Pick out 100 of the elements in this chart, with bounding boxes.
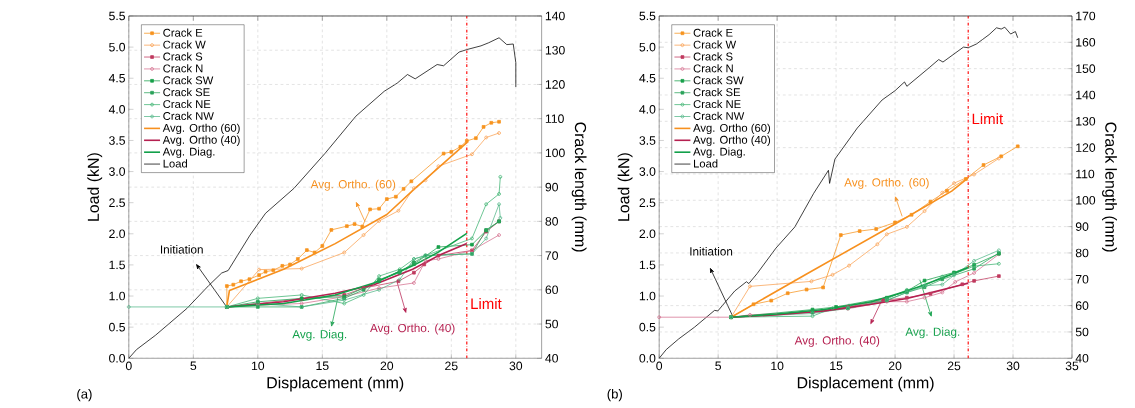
annotation: Avg. Ortho. (40) — [794, 335, 880, 347]
x-tick-label: 20 — [888, 361, 902, 371]
y-tick-label: 3.0 — [109, 167, 126, 176]
y-tick-label: 3.5 — [109, 136, 125, 145]
ref-line-label: Limit — [471, 297, 502, 309]
y-tick-label: 1.0 — [109, 291, 126, 301]
y2-tick-label: 40 — [1075, 353, 1089, 363]
x-tick-label: 30 — [1006, 361, 1020, 371]
x-tick-label: 0 — [125, 361, 132, 371]
x-tick-label: 15 — [830, 361, 843, 371]
y2-tick-label: 160 — [1076, 37, 1096, 47]
y-tick-label: 5.5 — [639, 11, 656, 21]
y-tick-label: 1.0 — [639, 291, 656, 301]
annotation: Initiation — [160, 245, 203, 254]
legend-label: Crack S — [163, 52, 203, 61]
legend-label: Crack SE — [693, 87, 741, 97]
x-tick-label: 25 — [947, 361, 961, 371]
y-tick-label: 1.5 — [109, 260, 125, 270]
annotation: Avg. Ortho. (60) — [310, 179, 396, 191]
legend-label: Crack SW — [693, 76, 744, 85]
x-tick-label: 20 — [380, 361, 394, 371]
x-tick-label: 10 — [771, 361, 784, 371]
y2-tick-label: 80 — [1075, 248, 1089, 258]
y2-tick-label: 130 — [545, 45, 565, 55]
y2-tick-label: 150 — [1076, 64, 1096, 73]
y2-tick-label: 140 — [545, 11, 565, 21]
x-tick-label: 25 — [445, 361, 458, 371]
annotation: Initiation — [690, 246, 733, 256]
x-tick-label: 0 — [656, 361, 663, 371]
x-tick-label: 5 — [190, 361, 197, 371]
legend-label: Load — [694, 159, 718, 168]
y-tick-label: 1.5 — [639, 260, 656, 270]
y-tick-label: 2.0 — [109, 229, 126, 239]
y2-tick-label: 110 — [545, 114, 564, 123]
y2-tick-label: 100 — [545, 148, 565, 158]
y2-tick-label: 120 — [1076, 143, 1096, 152]
legend-label: Crack E — [693, 28, 733, 37]
legend-label: Crack SE — [163, 87, 210, 97]
legend-label: Crack N — [693, 64, 733, 73]
legend-label: Crack NW — [693, 111, 745, 120]
legend-label: Crack SW — [163, 76, 214, 85]
y-tick-label: 0.5 — [109, 322, 125, 332]
legend-label: Crack E — [163, 28, 203, 37]
y-tick-label: 3.0 — [639, 167, 656, 176]
x-tick-label: 10 — [251, 361, 265, 371]
y2-tick-label: 140 — [1076, 90, 1096, 100]
y-axis-title: Load (kN) — [617, 153, 633, 221]
y-tick-label: 5.5 — [109, 11, 125, 21]
y-tick-label: 0.0 — [109, 353, 126, 363]
annotation: Avg. Ortho. (40) — [370, 323, 455, 335]
y2-axis-title: Crack length (mm) — [571, 122, 587, 252]
y2-tick-label: 90 — [545, 182, 559, 192]
annotation: Avg. Diag. — [905, 327, 960, 339]
legend-label: Crack W — [693, 40, 737, 49]
x-tick-label: 5 — [715, 361, 722, 371]
y2-tick-label: 70 — [545, 251, 559, 260]
ref-line-label: Limit — [972, 113, 1004, 125]
x-tick-label: 35 — [1065, 361, 1079, 371]
legend-label: Crack W — [163, 40, 206, 49]
annotation: Avg. Diag. — [292, 329, 347, 341]
y-tick-label: 0.0 — [639, 353, 656, 363]
text: (a) — [77, 388, 92, 402]
legend-label: Avg. Diag. — [162, 147, 215, 158]
x-axis-title: Displacement (mm) — [267, 376, 404, 392]
y2-tick-label: 130 — [1076, 116, 1096, 126]
y2-tick-label: 90 — [1075, 222, 1089, 231]
y2-tick-label: 120 — [545, 80, 565, 89]
legend-label: Avg. Ortho (60) — [162, 123, 240, 135]
y-tick-label: 3.5 — [639, 136, 656, 145]
legend-label: Crack N — [163, 64, 203, 73]
y2-axis-title: Crack length (mm) — [1102, 122, 1117, 252]
legend-label: Crack NE — [163, 99, 211, 109]
annotation: Avg. Ortho. (60) — [844, 177, 929, 189]
y-tick-label: 2.5 — [109, 198, 125, 207]
y-tick-label: 4.5 — [108, 73, 125, 83]
y-tick-label: 5.0 — [109, 42, 126, 52]
y-tick-label: 0.5 — [639, 322, 656, 332]
y-tick-label: 4.0 — [108, 104, 126, 114]
y-tick-label: 2.5 — [639, 198, 656, 207]
legend-label: Avg. Ortho (40) — [162, 135, 240, 146]
y2-tick-label: 60 — [545, 285, 559, 295]
y2-tick-label: 50 — [1075, 327, 1089, 337]
y-axis-title: Load (kN) — [87, 153, 103, 221]
y-tick-label: 5.0 — [639, 42, 656, 52]
legend-label: Load — [163, 159, 187, 168]
x-axis-title: Displacement (mm) — [797, 376, 934, 392]
y-tick-label: 4.5 — [639, 73, 656, 83]
y-tick-label: 2.0 — [639, 229, 656, 239]
y2-tick-label: 70 — [1075, 274, 1089, 284]
y2-tick-label: 50 — [545, 319, 559, 329]
y-tick-label: 4.0 — [639, 104, 656, 114]
y2-tick-label: 60 — [1075, 301, 1089, 310]
legend-label: Crack S — [693, 52, 733, 61]
y2-tick-label: 110 — [1076, 169, 1095, 179]
text: (b) — [607, 388, 622, 402]
legend-label: Avg. Ortho (40) — [693, 135, 771, 146]
y2-tick-label: 80 — [545, 216, 559, 226]
legend-label: Crack NE — [693, 99, 741, 109]
legend-label: Avg. Diag. — [693, 147, 745, 158]
legend-label: Crack NW — [163, 111, 214, 120]
